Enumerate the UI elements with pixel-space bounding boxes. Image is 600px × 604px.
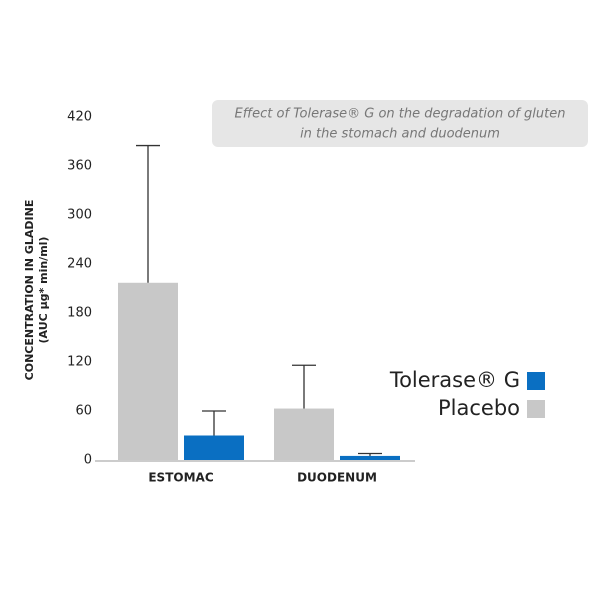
chart-title: Effect of Tolerase® G on the degradation…: [235, 107, 566, 122]
legend-label: Placebo: [438, 396, 520, 420]
y-label: CONCENTRATION IN GLADINE: [23, 200, 36, 381]
error-bar: [202, 410, 226, 436]
legend-swatch: [527, 372, 545, 390]
legend-label: Tolerase® G: [389, 368, 520, 392]
y-tick-label: 240: [67, 257, 92, 272]
legend-swatch: [527, 400, 545, 418]
bar: [274, 408, 334, 460]
error-bar: [292, 364, 316, 409]
title-box: [212, 100, 588, 147]
chart-title: in the stomach and duodenum: [300, 127, 500, 142]
y-tick-label: 180: [67, 306, 92, 321]
y-tick-label: 300: [67, 208, 92, 223]
y-tick-label: 120: [67, 355, 92, 370]
y-axis-title: CONCENTRATION IN GLADINE (AUC µg* min/ml…: [23, 200, 50, 381]
x-tick-label: DUODENUM: [297, 471, 377, 485]
x-tick-label: ESTOMAC: [148, 471, 213, 485]
bar: [118, 282, 178, 460]
y-tick-label: 0: [84, 453, 92, 468]
y-tick-label: 360: [67, 159, 92, 174]
bar: [184, 435, 244, 460]
error-bar: [136, 144, 160, 283]
error-bar: [358, 452, 382, 456]
y-tick-label: 60: [75, 404, 92, 419]
y-label: (AUC µg* min/ml): [37, 237, 50, 344]
y-tick-label: 420: [67, 110, 92, 125]
bar: [340, 455, 400, 460]
